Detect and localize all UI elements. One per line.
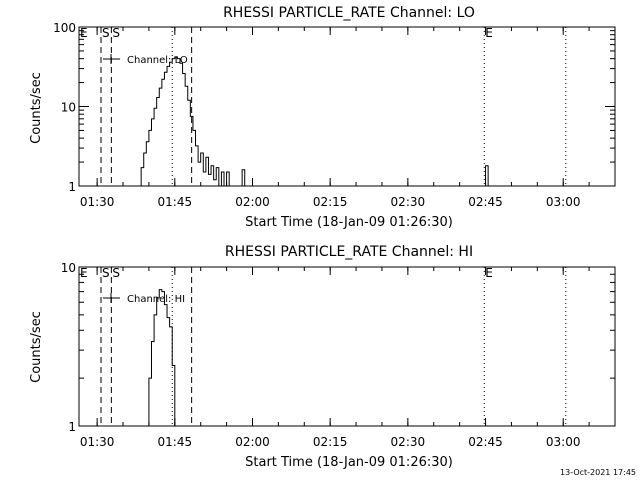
event-label-lo: E [80, 26, 88, 40]
x-tick-label-lo: 02:30 [391, 195, 426, 209]
x-tick-label-lo: 01:30 [80, 195, 115, 209]
plot-frame-lo [78, 26, 616, 187]
event-label-lo: S [102, 26, 110, 40]
y-axis-label-hi: Counts/sec [29, 311, 44, 383]
x-tick-label-hi: 02:45 [468, 435, 503, 449]
panel-lo: RHESSI PARTICLE_RATE Channel: LO Start T… [29, 5, 616, 230]
x-tick-label-lo: 02:15 [313, 195, 348, 209]
x-tick-label-hi: 01:45 [158, 435, 193, 449]
x-axis-label-lo: Start Time (18-Jan-09 01:26:30) [245, 215, 453, 230]
y-tick-label-hi: 1 [68, 420, 76, 434]
marks-lo: 01:30 01:45 02:00 02:15 02:30 02:45 03:00 1 10 10… [53, 21, 616, 209]
plot-frame-hi [78, 266, 616, 427]
x-tick-label-hi: 02:30 [391, 435, 426, 449]
y-tick-label-lo: 10 [61, 101, 76, 115]
panel-hi: RHESSI PARTICLE_RATE Channel: HI Start T… [29, 244, 616, 470]
x-tick-label-hi: 02:00 [235, 435, 270, 449]
x-axis-label-hi: Start Time (18-Jan-09 01:26:30) [245, 455, 453, 470]
x-tick-label-lo: 01:45 [158, 195, 193, 209]
event-label-hi: S [102, 266, 110, 280]
chart-title-lo: RHESSI PARTICLE_RATE Channel: LO [223, 5, 475, 21]
x-tick-label-hi: 01:30 [80, 435, 115, 449]
event-label-hi: E [485, 266, 493, 280]
legend-hi: Channel: HI [127, 294, 185, 305]
y-tick-label-hi: 10 [61, 261, 76, 275]
y-tick-label-lo: 1 [68, 180, 76, 194]
event-label-lo: S [112, 26, 120, 40]
y-axis-label-lo: Counts/sec [29, 72, 44, 144]
x-tick-label-lo: 03:00 [546, 195, 581, 209]
legend-lo: Channel: LO [127, 55, 188, 66]
data-line-lo [138, 56, 491, 187]
event-label-lo: E [485, 26, 493, 40]
x-tick-label-lo: 02:45 [468, 195, 503, 209]
x-tick-label-hi: 03:00 [546, 435, 581, 449]
x-tick-label-lo: 02:00 [235, 195, 270, 209]
footer-timestamp: 13-Oct-2021 17:45 [560, 468, 636, 477]
y-tick-label-lo: 100 [53, 21, 76, 35]
event-label-hi: E [80, 266, 88, 280]
data-line-hi [146, 289, 178, 427]
chart-title-hi: RHESSI PARTICLE_RATE Channel: HI [225, 244, 473, 260]
event-label-hi: S [112, 266, 120, 280]
x-tick-label-hi: 02:15 [313, 435, 348, 449]
